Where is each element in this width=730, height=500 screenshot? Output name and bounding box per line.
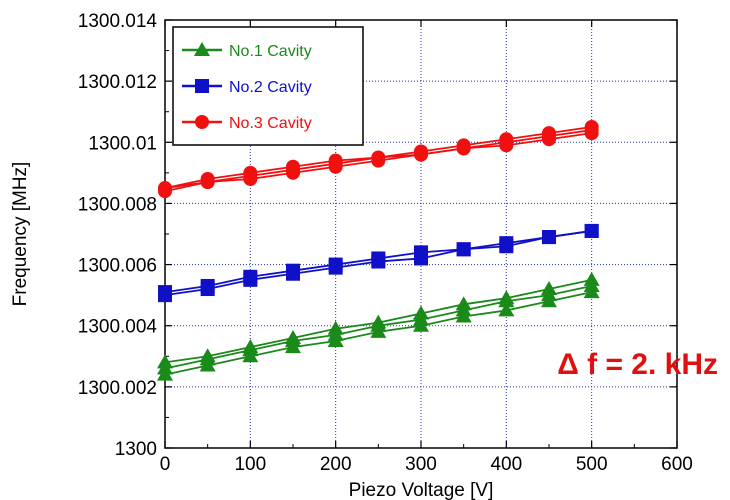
series-3-point xyxy=(456,141,471,156)
series-3 xyxy=(158,120,599,199)
legend-label-2: No.2 Cavity xyxy=(229,79,312,96)
series-1-point xyxy=(498,293,515,308)
series-1-point xyxy=(455,308,472,323)
x-tick-label: 600 xyxy=(661,454,693,475)
y-tick-label: 1300.01 xyxy=(88,133,157,154)
y-tick-label: 1300 xyxy=(115,439,157,460)
y-tick-label: 1300.014 xyxy=(78,11,158,32)
x-tick-label: 400 xyxy=(490,454,522,475)
series-1-point xyxy=(541,293,557,308)
series-3-point xyxy=(584,126,599,141)
series-1-point xyxy=(157,366,173,381)
series-1-point xyxy=(285,339,301,354)
series-1-point xyxy=(583,284,600,299)
y-tick-label: 1300.002 xyxy=(78,378,157,399)
series-2 xyxy=(158,223,599,303)
legend-items: No.1 Cavity No.2 Cavity No.3 Cavity xyxy=(182,42,312,132)
x-tick-label: 0 xyxy=(160,454,171,475)
y-axis-title: Frequency [MHz] xyxy=(10,162,31,307)
y-axis-ticks: 1300 1300.002 1300.004 1300.006 1300.008 1300… xyxy=(78,11,677,460)
legend: No.1 Cavity No.2 Cavity No.3 Cavity xyxy=(172,26,364,146)
series-3-point xyxy=(243,171,258,186)
series-2-point xyxy=(542,230,556,245)
series-2-point xyxy=(499,239,514,254)
legend-marker-1 xyxy=(194,42,210,56)
series-1-point xyxy=(413,317,429,332)
x-tick-label: 500 xyxy=(576,454,608,475)
series-1 xyxy=(157,271,600,381)
legend-marker-2 xyxy=(195,79,209,93)
legend-marker-3 xyxy=(195,115,209,129)
series-3-point xyxy=(542,132,556,147)
delta-f-annotation: Δ f = 2. kHz xyxy=(557,348,718,381)
series-2-point xyxy=(286,266,300,281)
series-1-point xyxy=(370,323,387,338)
series-2-point xyxy=(584,223,599,238)
x-tick-label: 100 xyxy=(234,454,266,475)
y-tick-label: 1300.004 xyxy=(78,317,158,338)
series-1-point xyxy=(242,348,259,363)
series-3-point xyxy=(371,153,386,168)
series-2-point xyxy=(414,251,428,266)
x-axis-ticks: 0 100 200 300 400 500 600 xyxy=(160,20,693,475)
series-3-point xyxy=(499,138,514,153)
series-2-point xyxy=(456,242,471,257)
series-2-point xyxy=(200,282,215,297)
series-3-point xyxy=(200,175,215,190)
series-2-point xyxy=(371,254,386,269)
series-1-point xyxy=(199,357,216,372)
y-tick-label: 1300.006 xyxy=(78,256,157,277)
x-tick-label: 200 xyxy=(320,454,352,475)
x-axis-title: Piezo Voltage [V] xyxy=(349,480,494,500)
series-3-point xyxy=(328,159,343,174)
y-tick-label: 1300.012 xyxy=(78,72,157,93)
series-3-point xyxy=(414,147,428,162)
y-tick-label: 1300.008 xyxy=(78,194,157,215)
series-3-point xyxy=(286,165,300,180)
series-3-point xyxy=(158,184,172,199)
series-2-point xyxy=(328,260,343,275)
legend-label-3: No.3 Cavity xyxy=(229,115,312,132)
series-1-point xyxy=(327,333,344,347)
series-2-point xyxy=(243,272,258,287)
series-1-point xyxy=(498,302,515,317)
legend-label-1: No.1 Cavity xyxy=(229,43,312,60)
series-layer xyxy=(157,120,600,381)
x-tick-label: 300 xyxy=(405,454,437,475)
series-2-point xyxy=(158,288,172,303)
